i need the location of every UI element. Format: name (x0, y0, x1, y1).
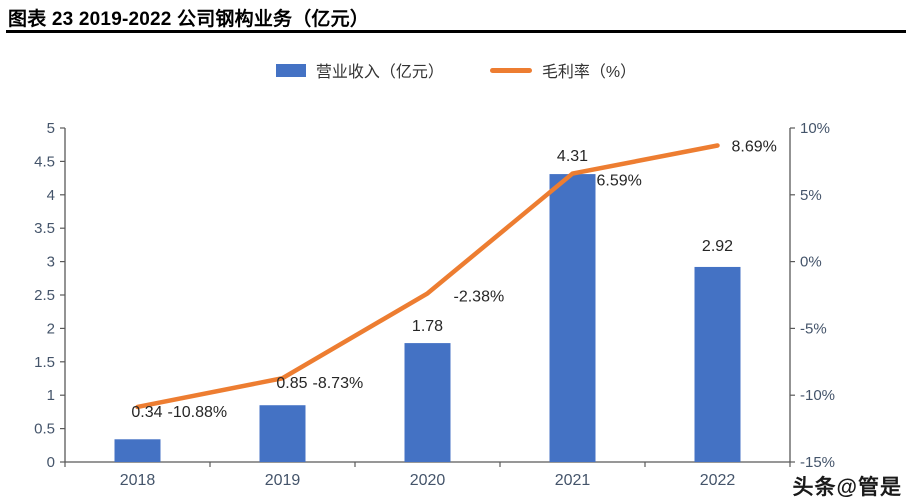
chart-title: 图表 23 2019-2022 公司钢构业务（亿元） (8, 9, 370, 30)
x-axis-label: 2021 (555, 472, 591, 489)
legend-item-revenue: 营业收入（亿元） (275, 58, 444, 82)
left-axis-tick-label: 5 (47, 120, 55, 137)
bar-value-label: 0.85 (276, 375, 307, 392)
bar-2020 (404, 343, 451, 462)
left-axis-tick-label: 3 (47, 254, 55, 271)
bar-value-label: 0.34 (131, 404, 162, 421)
legend-label-margin: 毛利率（%） (541, 64, 637, 81)
left-axis-tick-label: 4.5 (34, 153, 55, 170)
bar-2022 (694, 266, 741, 462)
legend-item-margin: 毛利率（%） (489, 58, 637, 82)
bar-value-label: 2.92 (702, 238, 733, 255)
right-axis-tick-label: 5% (800, 187, 822, 204)
right-axis-tick-label: -10% (800, 387, 835, 404)
legend-label-revenue: 营业收入（亿元） (315, 64, 444, 81)
bar-series-swatch-icon (275, 63, 306, 77)
x-axis-label: 2018 (120, 472, 156, 489)
bar-2021 (549, 174, 596, 463)
bar-2019 (259, 405, 306, 462)
line-series-swatch-icon (489, 67, 532, 73)
left-axis-tick-label: 2 (47, 320, 55, 337)
line-value-label: -8.73% (313, 375, 364, 392)
right-axis-tick-label: 0% (800, 254, 822, 271)
left-axis-tick-label: 4 (47, 187, 55, 204)
left-axis-tick-label: 2.5 (34, 287, 55, 304)
title-underline (6, 30, 906, 33)
legend: 营业收入（亿元） 毛利率（%） (0, 58, 912, 82)
x-axis-label: 2020 (410, 472, 446, 489)
bar-2018 (114, 439, 161, 462)
right-axis-tick-label: 10% (800, 120, 830, 137)
left-axis-tick-label: 0 (47, 454, 55, 471)
right-axis-tick-label: -5% (800, 320, 827, 337)
x-axis-label: 2022 (700, 472, 736, 489)
bar-value-label: 1.78 (412, 318, 443, 335)
right-axis-tick-label: -15% (800, 454, 835, 471)
x-axis-label: 2019 (265, 472, 301, 489)
watermark: 头条@管是 (792, 476, 902, 499)
gross-margin-line (135, 143, 720, 410)
left-axis-tick-label: 1 (47, 387, 55, 404)
bar-value-label: 4.31 (557, 148, 588, 165)
left-axis-tick-label: 0.5 (34, 421, 55, 438)
left-axis-tick-label: 1.5 (34, 354, 55, 371)
line-value-label: 6.59% (597, 173, 642, 190)
line-value-label: -10.88% (168, 404, 228, 421)
line-value-label: 8.69% (732, 139, 777, 156)
left-axis-tick-label: 3.5 (34, 220, 55, 237)
line-value-label: -2.38% (454, 288, 505, 305)
